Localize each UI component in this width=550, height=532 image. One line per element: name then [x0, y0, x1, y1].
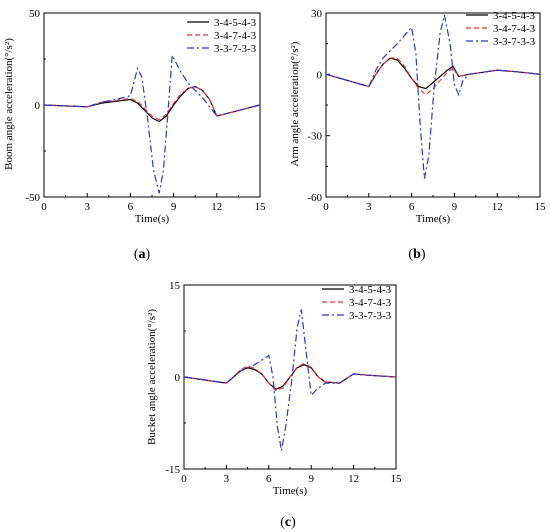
- x-tick-label: 15: [391, 473, 403, 485]
- y-tick-label: -50: [25, 192, 40, 204]
- x-tick-label: 9: [308, 473, 314, 485]
- x-tick-label: 3: [366, 201, 372, 213]
- y-axis-label: Arm angle acceleration(°/s²): [289, 41, 301, 166]
- x-tick-label: 6: [409, 201, 415, 213]
- x-tick-label: 9: [171, 201, 177, 213]
- x-tick-label: 0: [323, 201, 329, 213]
- legend-label: 3-4-5-4-3: [214, 17, 257, 29]
- series-line-3-3-7-3-3: [44, 53, 260, 194]
- x-axis-label: Time(s): [416, 213, 451, 225]
- y-axis-label: Boom angle acceleration(°/s²): [3, 38, 15, 170]
- chart-panel-b: 0 3 6 9 12 15 -60 -30 0 30 Time(s) Arm angle accele…: [289, 8, 546, 262]
- y-tick-label: -15: [165, 464, 180, 476]
- y-tick-label: 0: [35, 100, 41, 112]
- series-line-3-3-7-3-3: [184, 309, 396, 451]
- panel-caption: (a): [134, 247, 151, 262]
- legend: 3-4-5-4-33-4-7-4-33-3-7-3-3: [322, 284, 392, 322]
- y-axis-label: Bucket angle acceleration(°/s²): [146, 309, 158, 445]
- legend-label: 3-3-7-3-3: [349, 310, 392, 322]
- x-tick-label: 9: [452, 201, 458, 213]
- legend-label: 3-3-7-3-3: [214, 43, 257, 55]
- series-line-3-3-7-3-3: [326, 14, 540, 179]
- legend-label: 3-4-7-4-3: [349, 297, 392, 309]
- x-axis-label: Time(s): [273, 485, 308, 497]
- y-tick-label: -60: [307, 192, 322, 204]
- legend-label: 3-4-7-4-3: [214, 30, 257, 42]
- x-tick-label: 12: [348, 473, 359, 485]
- series-line-3-4-7-4-3: [326, 57, 540, 96]
- x-tick-label: 15: [255, 201, 267, 213]
- legend-label: 3-4-5-4-3: [349, 284, 392, 296]
- legend-label: 3-4-5-4-3: [493, 10, 536, 22]
- x-tick-label: 6: [128, 201, 134, 213]
- x-tick-label: 12: [211, 201, 222, 213]
- x-tick-label: 6: [266, 473, 272, 485]
- panel-caption: (b): [408, 247, 425, 262]
- y-tick-label: 50: [29, 8, 41, 20]
- x-tick-label: 15: [535, 201, 547, 213]
- x-axis-label: Time(s): [135, 213, 170, 225]
- legend-label: 3-4-7-4-3: [493, 23, 536, 35]
- series-line-3-4-7-4-3: [184, 362, 396, 392]
- x-tick-label: 12: [492, 201, 503, 213]
- x-tick-label: 0: [41, 201, 47, 213]
- x-tick-label: 3: [84, 201, 90, 213]
- legend-label: 3-3-7-3-3: [493, 36, 536, 48]
- legend: 3-4-5-4-33-4-7-4-33-3-7-3-3: [466, 10, 536, 48]
- legend: 3-4-5-4-33-4-7-4-33-3-7-3-3: [187, 17, 257, 55]
- y-tick-label: -30: [307, 131, 322, 143]
- y-tick-label: 0: [317, 69, 323, 81]
- x-tick-label: 0: [181, 473, 187, 485]
- series-line-3-4-7-4-3: [44, 85, 260, 121]
- y-tick-label: 0: [175, 372, 181, 384]
- panel-caption: (c): [280, 515, 296, 530]
- x-tick-label: 3: [224, 473, 230, 485]
- y-tick-label: 15: [169, 280, 181, 292]
- y-tick-label: 30: [311, 8, 323, 20]
